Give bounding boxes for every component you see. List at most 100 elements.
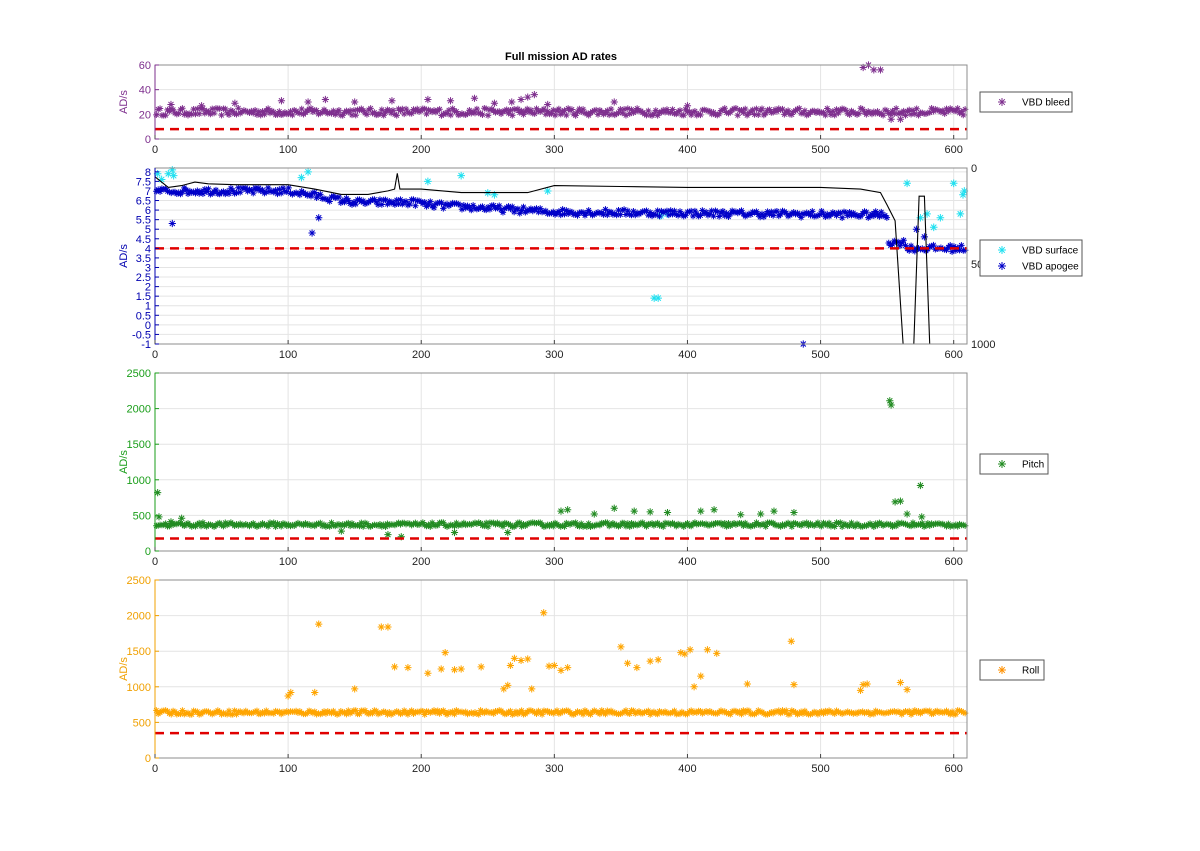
- y-tick-label: 1500: [127, 439, 151, 451]
- data-point: [363, 111, 371, 118]
- data-point: [154, 522, 162, 529]
- data-point: [530, 91, 538, 99]
- data-point: [195, 110, 203, 118]
- data-point: [412, 202, 419, 209]
- data-point: [391, 663, 399, 671]
- data-point: [441, 201, 449, 208]
- data-point: [391, 111, 399, 118]
- data-point: [397, 533, 405, 541]
- data-point: [546, 110, 553, 118]
- data-point: [155, 513, 163, 521]
- data-point: [291, 190, 298, 197]
- data-point: [304, 168, 312, 176]
- data-point: [855, 213, 863, 220]
- data-point: [524, 655, 532, 663]
- data-point: [930, 521, 937, 528]
- data-point: [445, 522, 453, 530]
- data-point: [743, 680, 751, 688]
- data-point: [745, 522, 753, 529]
- data-point: [590, 510, 598, 518]
- data-point: [799, 210, 807, 217]
- data-point: [958, 242, 965, 249]
- data-point: [725, 110, 732, 117]
- data-point: [870, 710, 878, 718]
- data-point: [712, 111, 719, 118]
- data-point: [876, 213, 883, 220]
- data-point: [758, 105, 766, 112]
- data-point: [630, 707, 637, 714]
- data-point: [848, 519, 855, 527]
- data-point: [496, 707, 503, 714]
- data-point: [222, 105, 229, 113]
- data-point: [162, 111, 169, 119]
- data-point: [158, 185, 166, 192]
- data-point: [840, 520, 848, 528]
- data-point: [574, 708, 581, 715]
- data-point: [820, 210, 827, 218]
- data-point: [289, 521, 296, 529]
- data-point: [393, 708, 400, 715]
- data-point: [725, 710, 732, 717]
- data-point: [894, 519, 902, 527]
- data-point: [766, 106, 773, 113]
- data-point: [194, 105, 201, 112]
- data-point: [902, 242, 909, 249]
- data-point: [960, 187, 969, 195]
- data-point: [167, 100, 175, 109]
- data-point: [425, 708, 432, 715]
- data-point: [504, 528, 512, 537]
- data-point: [555, 208, 563, 215]
- data-point: [317, 519, 324, 527]
- data-point: [270, 108, 277, 116]
- data-point: [645, 707, 652, 714]
- data-point: [359, 197, 367, 205]
- data-point: [583, 209, 591, 217]
- data-point: [168, 189, 175, 197]
- data-point: [846, 209, 853, 216]
- data-point: [796, 521, 803, 528]
- data-point: [309, 521, 317, 529]
- data-point: [363, 709, 371, 717]
- data-point: [457, 665, 465, 673]
- data-point: [835, 109, 842, 117]
- data-point: [188, 711, 195, 718]
- data-point: [589, 108, 596, 115]
- y-tick-label: 1: [145, 301, 151, 313]
- data-point: [313, 711, 320, 718]
- data-point: [175, 110, 182, 117]
- data-point: [292, 520, 300, 528]
- data-point: [311, 189, 318, 196]
- data-point: [238, 184, 246, 192]
- data-point: [796, 105, 803, 112]
- data-point: [506, 661, 515, 670]
- data-point: [225, 190, 233, 197]
- data-point: [225, 111, 233, 118]
- data-point: [783, 707, 790, 714]
- data-point: [484, 112, 492, 119]
- data-point: [154, 106, 162, 113]
- data-point: [481, 522, 488, 530]
- data-point: [660, 209, 667, 216]
- data-point: [646, 657, 654, 665]
- data-point: [762, 211, 769, 218]
- data-point: [192, 190, 199, 197]
- data-point: [173, 520, 181, 528]
- data-point: [475, 711, 482, 718]
- data-point: [179, 105, 186, 112]
- y-axis-label: AD/s: [118, 244, 130, 268]
- data-point: [277, 97, 286, 105]
- data-point: [676, 107, 684, 114]
- data-point: [574, 212, 581, 219]
- data-point: [284, 692, 292, 700]
- data-point: [529, 708, 536, 715]
- data-point: [851, 709, 859, 717]
- data-point: [624, 207, 632, 215]
- data-point: [753, 709, 760, 717]
- data-point: [818, 522, 825, 530]
- data-point: [345, 197, 352, 204]
- data-point: [699, 520, 706, 527]
- series-depth: [154, 173, 967, 345]
- data-point: [307, 105, 315, 112]
- data-point: [876, 519, 883, 526]
- data-point: [315, 110, 322, 118]
